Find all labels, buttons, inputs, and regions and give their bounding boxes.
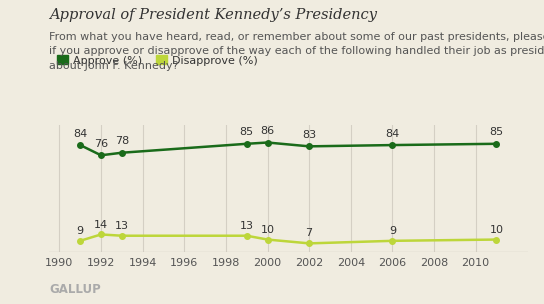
Text: 85: 85 (239, 127, 254, 137)
Text: 9: 9 (389, 226, 396, 236)
Text: 13: 13 (115, 221, 129, 231)
Text: 13: 13 (240, 221, 254, 231)
Text: 84: 84 (73, 129, 87, 139)
Text: 76: 76 (94, 139, 108, 149)
Legend: Approve (%), Disapprove (%): Approve (%), Disapprove (%) (52, 51, 263, 70)
Text: 85: 85 (490, 127, 504, 137)
Text: 84: 84 (385, 129, 399, 139)
Text: 10: 10 (261, 225, 275, 235)
Text: Approval of President Kennedy’s Presidency: Approval of President Kennedy’s Presiden… (49, 8, 377, 22)
Text: From what you have heard, read, or remember about some of our past presidents, p: From what you have heard, read, or remem… (49, 32, 544, 71)
Text: 10: 10 (490, 225, 503, 235)
Text: GALLUP: GALLUP (49, 283, 101, 296)
Text: 83: 83 (302, 130, 316, 140)
Text: 14: 14 (94, 219, 108, 230)
Text: 9: 9 (77, 226, 84, 236)
Text: 78: 78 (115, 136, 129, 147)
Text: 86: 86 (261, 126, 275, 136)
Text: 7: 7 (306, 228, 313, 238)
